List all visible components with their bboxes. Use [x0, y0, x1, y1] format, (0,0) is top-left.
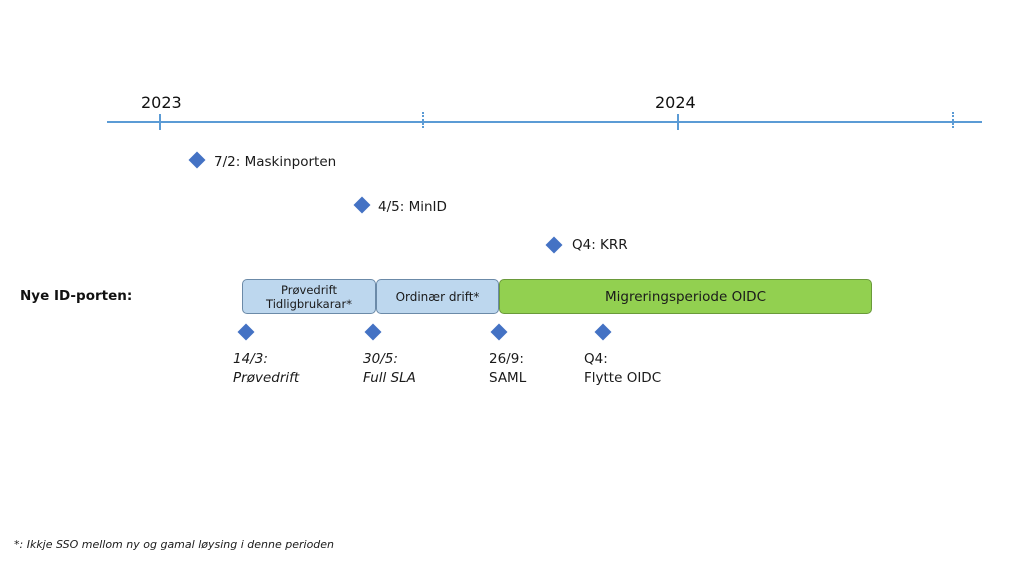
phase-migreringsperiode-label: Migreringsperiode OIDC	[604, 288, 767, 305]
milestone-label-maskinporten: 7/2: Maskinporten	[214, 154, 337, 170]
event-diamond-provedrift	[237, 323, 255, 341]
event-label-provedrift: 14/3: Prøvedrift	[233, 350, 299, 388]
tick-2023	[159, 114, 161, 130]
phase-ordinaer-drift-label: Ordinær drift*	[395, 289, 480, 304]
event-provedrift-text: Prøvedrift	[233, 370, 300, 386]
phase-provedrift-line1: Prøvedrift	[281, 282, 337, 297]
year-label-2023: 2023	[141, 93, 182, 112]
phase-migreringsperiode: Migreringsperiode OIDC	[499, 279, 872, 314]
tick-2024	[677, 114, 679, 130]
event-label-flytte-oidc: Q4: Flytte OIDC	[584, 350, 661, 388]
event-provedrift-date: 14/3:	[233, 351, 268, 367]
year-label-2024: 2024	[655, 93, 696, 112]
event-saml-date: 26/9:	[489, 351, 524, 367]
event-diamond-saml	[490, 323, 508, 341]
row-label-nye-id-porten: Nye ID-porten:	[20, 288, 133, 304]
milestone-diamond-minid	[353, 196, 371, 214]
footnote: *: Ikkje SSO mellom ny og gamal løysing …	[14, 538, 335, 551]
milestone-label-minid: 4/5: MinID	[378, 199, 447, 215]
event-full-sla-text: Full SLA	[363, 370, 416, 386]
tick-mid-2024	[952, 112, 954, 128]
milestone-label-krr: Q4: KRR	[572, 237, 628, 253]
event-flytte-oidc-date: Q4:	[584, 351, 608, 367]
event-full-sla-date: 30/5:	[363, 351, 398, 367]
phase-ordinaer-drift: Ordinær drift*	[376, 279, 499, 314]
event-diamond-full-sla	[364, 323, 382, 341]
phase-provedrift: Prøvedrift Tidligbrukarar*	[242, 279, 376, 314]
event-label-full-sla: 30/5: Full SLA	[363, 350, 416, 388]
timeline-axis	[107, 121, 982, 123]
milestone-diamond-maskinporten	[188, 151, 206, 169]
event-saml-text: SAML	[489, 370, 527, 386]
tick-mid-2023	[422, 112, 424, 128]
event-label-saml: 26/9: SAML	[489, 350, 526, 388]
event-diamond-flytte-oidc	[594, 323, 612, 341]
milestone-diamond-krr	[545, 236, 563, 254]
phase-provedrift-line2: Tidligbrukarar*	[266, 296, 352, 311]
event-flytte-oidc-text: Flytte OIDC	[584, 370, 662, 386]
